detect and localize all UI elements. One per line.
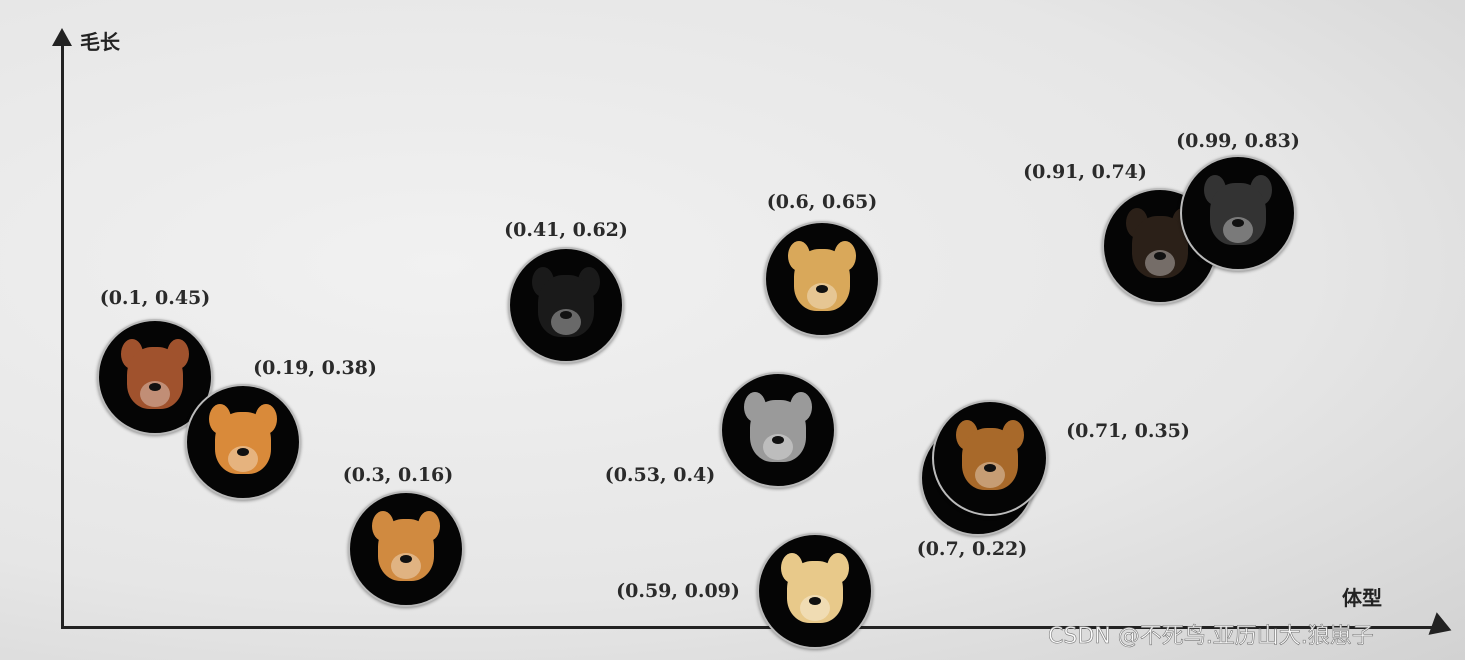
point-label: (0.1, 0.45) [99, 287, 211, 309]
dog-photo [185, 384, 301, 500]
point-label: (0.53, 0.4) [604, 464, 716, 486]
x-axis [61, 626, 1441, 629]
dog-photo [720, 372, 836, 488]
point-label: (0.99, 0.83) [1176, 130, 1300, 152]
y-axis [61, 44, 64, 629]
dog-photo [1180, 155, 1296, 271]
dog-photo [764, 221, 880, 337]
point-label: (0.71, 0.35) [1066, 420, 1190, 442]
point-label: (0.19, 0.38) [253, 357, 377, 379]
y-axis-label: 毛长 [80, 30, 120, 54]
point-label: (0.91, 0.74) [1023, 161, 1147, 183]
watermark: CSDN @不死鸟.亚历山大.狼崽子 [1048, 624, 1374, 650]
x-axis-arrow-icon [1428, 612, 1456, 642]
point-label: (0.41, 0.62) [504, 219, 628, 241]
dog-photo [348, 491, 464, 607]
dog-photo [932, 400, 1048, 516]
point-label: (0.7, 0.22) [916, 538, 1028, 560]
point-label: (0.6, 0.65) [766, 191, 878, 213]
dog-photo [757, 533, 873, 649]
y-axis-arrow-icon [52, 28, 72, 46]
point-label: (0.3, 0.16) [342, 464, 454, 486]
point-label: (0.59, 0.09) [616, 580, 740, 602]
x-axis-label: 体型 [1342, 586, 1382, 610]
dog-photo [508, 247, 624, 363]
